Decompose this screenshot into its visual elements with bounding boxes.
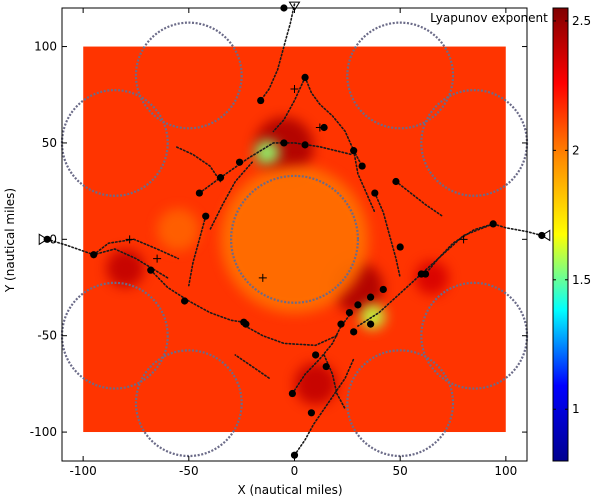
position-dot [345,308,354,317]
position-dot [242,320,250,328]
y-tick-label: -50 [37,329,57,343]
start-marker [38,233,49,246]
plus-marker [153,254,162,263]
position-dot [290,451,299,459]
colorbar-gradient [552,7,569,462]
plus-marker [459,235,468,244]
trajectory-line [395,180,444,217]
hotspot [220,165,369,314]
hotspot [254,139,280,166]
obstacle-circle [346,21,455,130]
position-dot [366,293,375,301]
position-dot [195,189,203,197]
x-tick-label: 0 [291,464,299,478]
trajectory-line [92,238,180,260]
trajectory-line [175,146,222,183]
trajectory-line [272,76,306,133]
obstacle-circles [60,21,529,458]
trajectory-markers [38,1,551,459]
position-dot [280,139,288,147]
position-dot [350,147,358,155]
colorbar-title: Lyapunov exponent [430,11,548,25]
trajectory-line [352,149,376,214]
colorbar-tick-label: 1 [572,402,580,416]
position-dot [257,96,265,105]
position-dot [489,220,497,228]
position-dot [354,301,362,309]
plot-frame [61,7,528,462]
y-tick-label: 0 [49,232,57,246]
position-dot [180,297,189,305]
trajectory-line [150,269,245,323]
colorbar-tick-label: 2 [572,143,580,157]
position-dot [337,320,345,328]
position-dot [392,177,400,186]
position-dot [235,158,244,166]
position-dot [307,409,316,417]
x-axis: -100 -50 0 50 100 [70,8,517,478]
position-dot [202,212,210,220]
trajectory-line [209,161,253,231]
x-tick-label: 100 [494,464,517,478]
colorbar: 2.5 2 1.5 1 [552,7,591,462]
x-tick-label: -50 [179,464,199,478]
position-dot [379,285,387,294]
y-tick-label: 100 [34,40,57,54]
y-axis: 100 50 0 -50 -100 [30,40,527,439]
colorbar-tick-label: 2.5 [572,14,591,28]
position-dot [301,73,309,81]
hotspot [414,260,449,295]
trajectory-line [188,215,207,287]
position-dot [371,189,379,197]
trajectory-line [46,238,169,279]
position-dot [417,270,425,278]
position-dot [366,320,375,328]
position-dot [312,351,320,359]
trajectory-line [240,323,338,347]
trajectory-line [293,358,355,456]
hotspot [106,249,145,288]
colorbar-tick-label: 1.5 [572,273,591,287]
position-dot [396,243,404,251]
plus-marker [315,123,324,132]
plus-marker [125,235,134,244]
trajectory-line [259,3,296,102]
position-dot [288,389,296,398]
plus-marker [258,273,267,282]
position-dot [90,251,98,259]
x-tick-label: 50 [393,464,408,478]
x-tick-label: -100 [70,464,97,478]
trajectories [46,3,543,456]
position-dot [147,266,155,274]
colorbar-ticks: 2.5 2 1.5 1 [553,14,591,416]
obstacle-circle [134,21,243,130]
y-tick-label: 50 [42,136,57,150]
trajectory-line [374,192,401,279]
start-marker [540,229,551,242]
plus-marker [290,84,299,93]
start-marker [288,1,301,12]
y-tick-label: -100 [30,425,57,439]
obstacle-circle [229,174,360,304]
hotspot [157,208,200,251]
position-dot [358,162,366,170]
y-axis-label: Y (nautical miles) [3,188,17,293]
x-axis-label: X (nautical miles) [237,483,342,497]
position-dot [320,123,328,132]
position-dot [322,362,330,371]
position-dot [216,174,225,182]
heatmap-field [83,46,506,433]
position-dot [350,328,358,336]
trajectory-line [234,354,270,379]
position-dot [301,141,309,149]
